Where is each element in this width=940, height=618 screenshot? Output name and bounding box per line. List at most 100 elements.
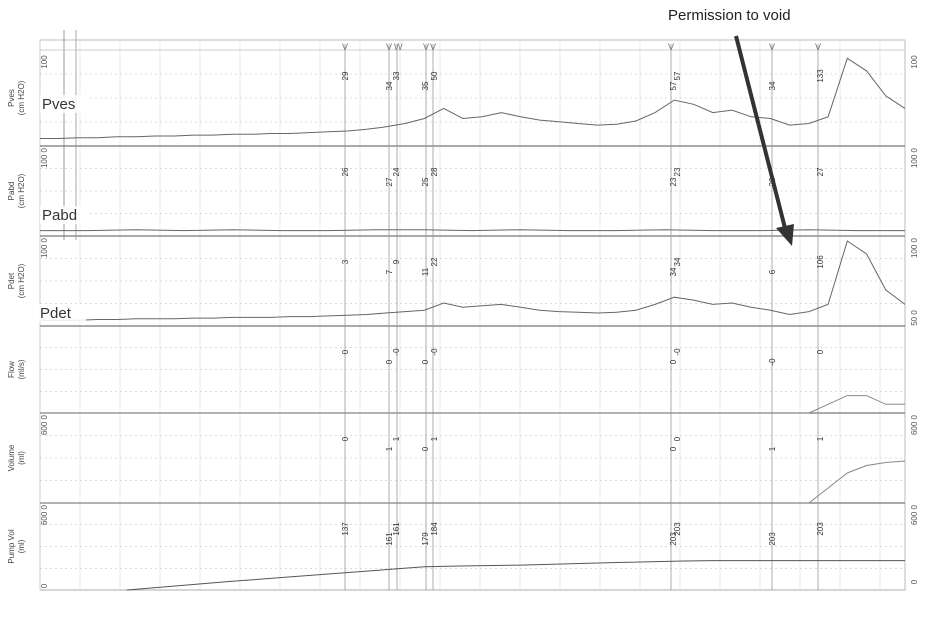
flow-readout-value: -0 <box>430 348 439 356</box>
pdet-left-scale-top: 100 0 <box>40 237 49 258</box>
volume-readout: 1 <box>430 436 439 441</box>
pumpvol-readout: 203 <box>768 532 777 546</box>
pabd-readout-value: 23 <box>673 167 682 176</box>
pumpvol-readout: 203 <box>669 532 678 546</box>
pdet-readout-value: 106 <box>816 255 825 269</box>
pdet-readout-value: 34 <box>673 257 682 266</box>
pabd-left-scale-top: 100 0 <box>40 147 49 168</box>
flow-readout-value: -0 <box>673 348 682 356</box>
pabd-readout-value: 27 <box>816 167 825 176</box>
volume-readout: 1 <box>768 446 777 451</box>
volume-readout: 0 <box>669 446 678 451</box>
pves-left-scale: 100 <box>40 55 49 69</box>
pabd-readout: 27 <box>385 177 394 186</box>
pves-readout-value: 133 <box>816 69 825 83</box>
volume-axis-label-line1: Volume <box>7 444 16 471</box>
flow-readout-value: 0 <box>385 359 394 364</box>
pabd-readout-value: 27 <box>385 177 394 186</box>
pves-readout: 57 <box>673 71 682 80</box>
pumpvol-right-scale-top: 600 0 <box>910 504 919 525</box>
pumpvol-readout-value: 203 <box>669 532 678 546</box>
volume-readout: 1 <box>392 436 401 441</box>
pumpvol-readout: 184 <box>430 522 439 536</box>
flow-readout-value: 0 <box>669 359 678 364</box>
pumpvol-axis-label: Pump Vol (ml) <box>7 529 26 563</box>
flow-readout: 0 <box>669 359 678 364</box>
label-layer: Pves (cm H2O)100 1002934333550575734133Pab… <box>7 55 919 588</box>
volume-left-scale-top: 600 0 <box>40 414 49 435</box>
pves-readout: 33 <box>392 71 401 80</box>
event-marker-label: V <box>769 42 775 52</box>
volume-axis-label: Volume (ml) <box>7 444 26 471</box>
volume-readout: 0 <box>341 436 350 441</box>
pdet-readout: 11 <box>421 267 430 276</box>
pabd-readout: 23 <box>673 167 682 176</box>
pabd-right-scale: 100 0 <box>910 147 919 168</box>
volume-readout: 1 <box>816 436 825 441</box>
pabd-axis-label: Pabd (cm H2O) <box>7 173 26 208</box>
pumpvol-readout-value: 161 <box>385 532 394 546</box>
pabd-readout: 27 <box>816 167 825 176</box>
flow-readout-value: 0 <box>816 349 825 354</box>
flow-readout-value: 0 <box>341 349 350 354</box>
pdet-right-scale-b: 50 0 <box>910 310 919 326</box>
volume-readout-value: 0 <box>341 436 350 441</box>
pumpvol-readout: 179 <box>421 532 430 546</box>
event-marker-label: V <box>430 42 436 52</box>
volume-readout: 0 <box>421 446 430 451</box>
event-marker-label: V <box>386 42 392 52</box>
event-marker-label: V <box>668 42 674 52</box>
pves-readout-value: 57 <box>673 71 682 80</box>
pabd-channel-name: Pabd <box>42 207 77 224</box>
pves-readout-value: 57 <box>669 81 678 90</box>
permission-arrow-head <box>776 224 794 246</box>
flow-axis-label-line1: Flow <box>7 361 16 378</box>
pdet-readout-value: 34 <box>669 267 678 276</box>
flow-readout: -0 <box>392 348 401 356</box>
pves-readout: 34 <box>385 81 394 90</box>
pabd-trace <box>40 229 905 232</box>
pumpvol-readout-value: 161 <box>392 522 401 536</box>
pabd-readout: 28 <box>430 167 439 176</box>
pumpvol-right-scale-b: 0 <box>910 579 919 584</box>
pdet-readout: 9 <box>392 259 401 264</box>
pdet-readout-value: 7 <box>385 269 394 274</box>
flow-readout: 0 <box>341 349 350 354</box>
event-marker-label: V <box>342 42 348 52</box>
pabd-readout: 25 <box>421 177 430 186</box>
pumpvol-readout: 203 <box>816 522 825 536</box>
volume-right-scale-top: 600 0 <box>910 414 919 435</box>
chart-grid <box>39 30 906 591</box>
flow-readout-value: -0 <box>392 348 401 356</box>
pumpvol-readout-value: 203 <box>768 532 777 546</box>
pabd-axis-label-line1: Pabd <box>7 182 16 201</box>
pumpvol-left-scale-bottom: 0 <box>40 583 49 588</box>
pumpvol-readout: 161 <box>392 522 401 536</box>
permission-to-void-annotation: Permission to void <box>668 7 791 24</box>
pabd-readout-value: 23 <box>669 177 678 186</box>
pabd-axis-label-line2: (cm H2O) <box>17 173 26 208</box>
pabd-readout-value: 25 <box>421 177 430 186</box>
pumpvol-readout-value: 203 <box>673 522 682 536</box>
pdet-right-scale-top: 100 0 <box>910 237 919 258</box>
volume-left-scale: 600 0 <box>40 414 49 435</box>
pabd-readout-value: 26 <box>341 167 350 176</box>
pdet-left-scale: 100 0 <box>40 237 49 258</box>
pves-readout-value: 33 <box>392 71 401 80</box>
pdet-channel-name: Pdet <box>40 305 72 322</box>
pumpvol-right-scale-bottom: 0 <box>910 579 919 584</box>
volume-trace <box>40 460 906 504</box>
pves-left-scale-top: 100 <box>40 55 49 69</box>
pves-right-scale: 100 <box>910 55 919 69</box>
pves-right-scale-top: 100 <box>910 55 919 69</box>
trace-layer <box>40 57 906 591</box>
pumpvol-left-scale-b: 0 <box>40 583 49 588</box>
pves-readout: 133 <box>816 69 825 83</box>
pdet-axis-label-line2: (cm H2O) <box>17 263 26 298</box>
volume-readout-value: 1 <box>385 446 394 451</box>
pdet-axis-label: Pdet (cm H2O) <box>7 263 26 298</box>
pabd-right-scale-top: 100 0 <box>910 147 919 168</box>
pdet-readout: 7 <box>385 269 394 274</box>
